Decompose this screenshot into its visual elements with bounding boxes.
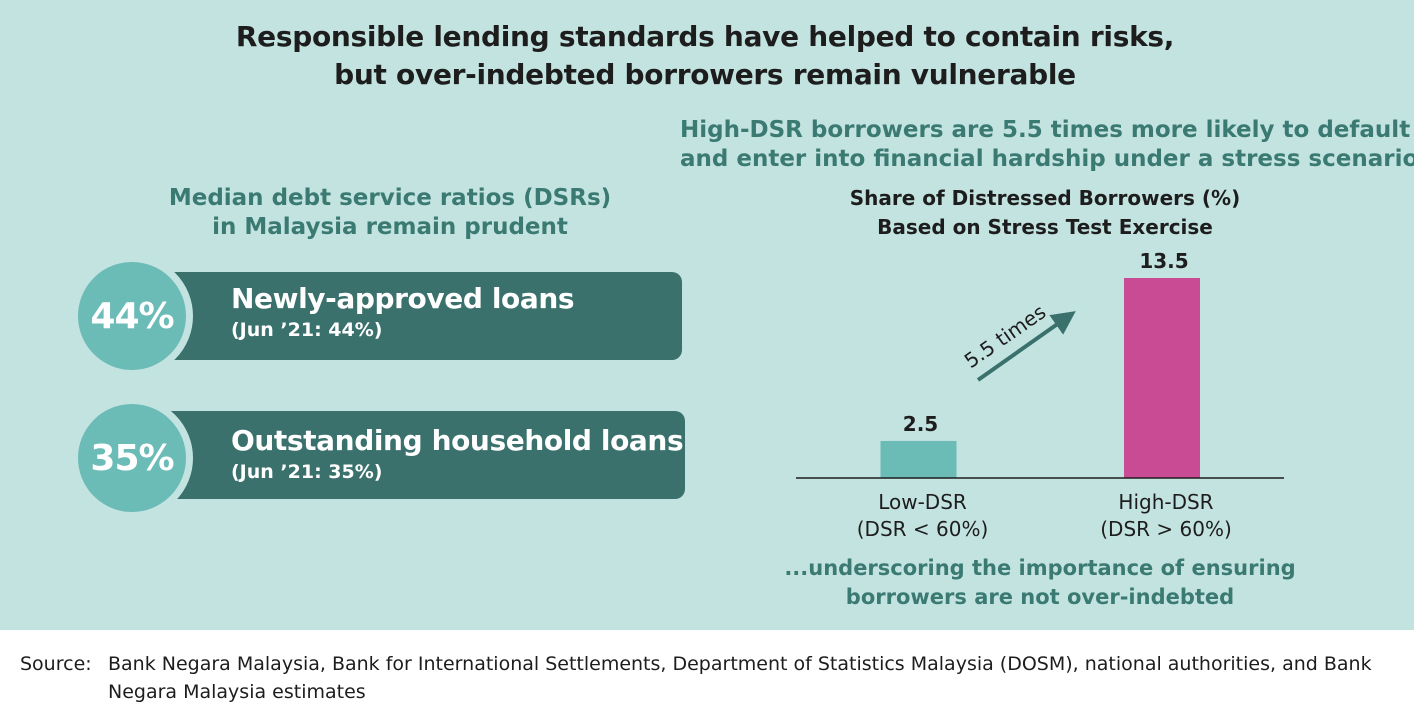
dsr-heading: Median debt service ratios (DSRs) in Mal… bbox=[140, 184, 640, 242]
category-sublabel: (DSR < 60%) bbox=[857, 517, 989, 541]
dsr-heading-line2: in Malaysia remain prudent bbox=[212, 214, 568, 240]
default-risk-heading-line1: High-DSR borrowers are 5.5 times more li… bbox=[680, 117, 1411, 143]
category-label: Low-DSR bbox=[878, 490, 967, 514]
bar-high-dsr bbox=[1124, 278, 1200, 478]
default-risk-heading: High-DSR borrowers are 5.5 times more li… bbox=[680, 116, 1414, 174]
category-label: High-DSR bbox=[1118, 490, 1213, 514]
newly-approved-value: 44% bbox=[90, 295, 174, 337]
newly-approved-value-badge: 44% bbox=[71, 255, 193, 377]
outstanding-label: Outstanding household loans bbox=[231, 424, 684, 457]
bar-value-label: 2.5 bbox=[903, 412, 938, 436]
outstanding-value: 35% bbox=[90, 437, 174, 479]
newly-approved-label: Newly-approved loans bbox=[231, 282, 575, 315]
main-title: Responsible lending standards have helpe… bbox=[0, 18, 1410, 94]
outstanding-bar bbox=[160, 411, 685, 499]
chart-title-block: Share of Distressed Borrowers (%) Based … bbox=[790, 184, 1300, 242]
default-risk-heading-line2: and enter into financial hardship under … bbox=[680, 146, 1414, 172]
newly-approved-sub: (Jun ’21: 44%) bbox=[231, 319, 383, 341]
infographic-panel: Responsible lending standards have helpe… bbox=[0, 0, 1414, 630]
dsr-heading-line1: Median debt service ratios (DSRs) bbox=[168, 185, 612, 211]
ratio-arrow bbox=[976, 311, 1076, 382]
outstanding-sub: (Jun ’21: 35%) bbox=[231, 461, 383, 483]
newly-approved-bar bbox=[160, 272, 682, 360]
chart-title: Share of Distressed Borrowers (%) bbox=[849, 186, 1241, 210]
main-title-line2: but over-indebted borrowers remain vulne… bbox=[334, 58, 1076, 91]
outstanding-value-badge: 35% bbox=[71, 397, 193, 519]
category-sublabel: (DSR > 60%) bbox=[1100, 517, 1232, 541]
bar-low-dsr bbox=[880, 440, 957, 478]
source-text: Bank Negara Malaysia, Bank for Internati… bbox=[108, 653, 1372, 703]
bar-value-label: 13.5 bbox=[1139, 249, 1188, 273]
main-title-line1: Responsible lending standards have helpe… bbox=[235, 20, 1175, 53]
chart-subtitle: Based on Stress Test Exercise bbox=[877, 215, 1213, 239]
distressed-borrowers-chart: 2.5 Low-DSR (DSR < 60%) 13.5 High-DSR (DSR > … bbox=[796, 249, 1284, 541]
source-label: Source: bbox=[20, 653, 92, 675]
underscoring-note-line1: ...underscoring the importance of ensuri… bbox=[784, 556, 1296, 580]
underscoring-note-line2: borrowers are not over-indebted bbox=[845, 585, 1235, 609]
underscoring-note: ...underscoring the importance of ensuri… bbox=[760, 554, 1320, 612]
